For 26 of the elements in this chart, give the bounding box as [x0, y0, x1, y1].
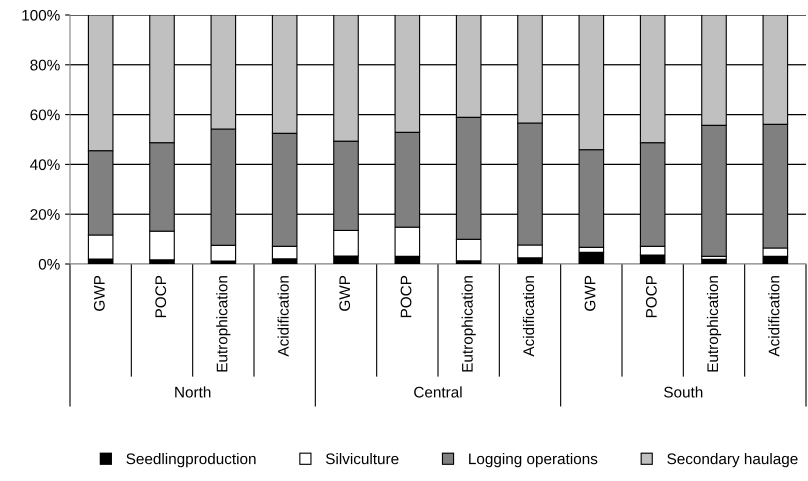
x-tick-label: POCP	[400, 276, 412, 318]
y-tick-label: 100%	[22, 10, 60, 21]
y-tick-label: 60%	[30, 109, 60, 120]
x-tick-label: POCP	[155, 276, 166, 318]
x-tick-label: Acidification	[278, 276, 289, 357]
y-tick-label: 0%	[38, 258, 60, 270]
x-tick-label: Eutrophication	[462, 276, 476, 372]
text: Central	[414, 386, 462, 398]
x-tick-label: Acidification	[522, 276, 534, 357]
legend-label: Silviculture	[326, 453, 398, 464]
y-tick-label: 80%	[30, 60, 60, 70]
y-tick-label: 20%	[30, 209, 60, 220]
legend-label: Logging operations	[469, 453, 598, 468]
x-tick-label: Eutrophication	[216, 276, 230, 372]
x-tick-label: GWP	[94, 276, 105, 311]
legend-label: Secondary haulage	[667, 453, 798, 468]
y-tick-label: 40%	[30, 159, 60, 170]
text: South	[664, 386, 702, 398]
x-tick-label: GWP	[584, 276, 596, 311]
text: North	[175, 386, 210, 398]
x-tick-label: Acidification	[768, 276, 780, 357]
x-tick-label: Eutrophication	[706, 276, 722, 372]
legend-label: Seedlingproduction	[126, 453, 256, 468]
x-tick-label: POCP	[646, 276, 657, 318]
x-tick-label: GWP	[339, 276, 350, 311]
bar	[578, 252, 604, 264]
